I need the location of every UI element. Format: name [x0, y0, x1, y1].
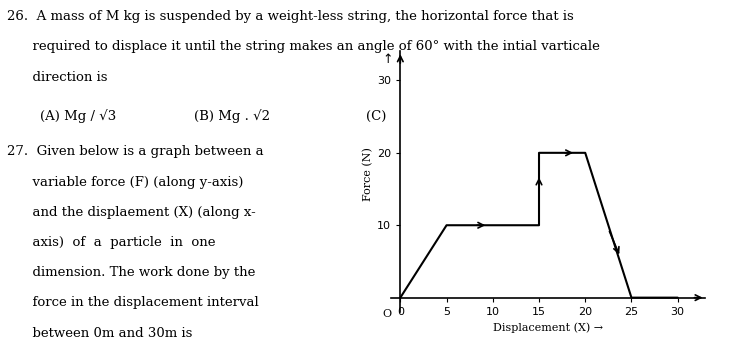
Text: (C) Mg / √2: (C) Mg / √2 — [366, 109, 442, 123]
Text: direction is: direction is — [7, 71, 107, 84]
Text: 27.  Given below is a graph between a: 27. Given below is a graph between a — [7, 145, 264, 158]
Text: $\uparrow$: $\uparrow$ — [380, 52, 393, 66]
Text: (A) Mg / √3: (A) Mg / √3 — [40, 109, 116, 123]
Text: O: O — [382, 308, 391, 319]
Text: (B) Mg . √2: (B) Mg . √2 — [194, 109, 270, 123]
Text: variable force (F) (along y-axis): variable force (F) (along y-axis) — [7, 176, 243, 189]
X-axis label: Displacement (X) →: Displacement (X) → — [493, 322, 603, 333]
Text: required to displace it until the string makes an angle of 60° with the intial v: required to displace it until the string… — [7, 40, 600, 54]
Text: 26.  A mass of M kg is suspended by a weight-less string, the horizontal force t: 26. A mass of M kg is suspended by a wei… — [7, 10, 574, 23]
Text: (D) Mg . √3: (D) Mg . √3 — [486, 109, 563, 123]
Text: force in the displacement interval: force in the displacement interval — [7, 296, 259, 309]
Text: between 0m and 30m is: between 0m and 30m is — [7, 327, 193, 340]
Text: dimension. The work done by the: dimension. The work done by the — [7, 266, 256, 279]
Text: Force (N): Force (N) — [363, 147, 373, 201]
Text: axis)  of  a  particle  in  one: axis) of a particle in one — [7, 236, 216, 249]
Text: and the displaement (X) (along x-: and the displaement (X) (along x- — [7, 206, 256, 219]
